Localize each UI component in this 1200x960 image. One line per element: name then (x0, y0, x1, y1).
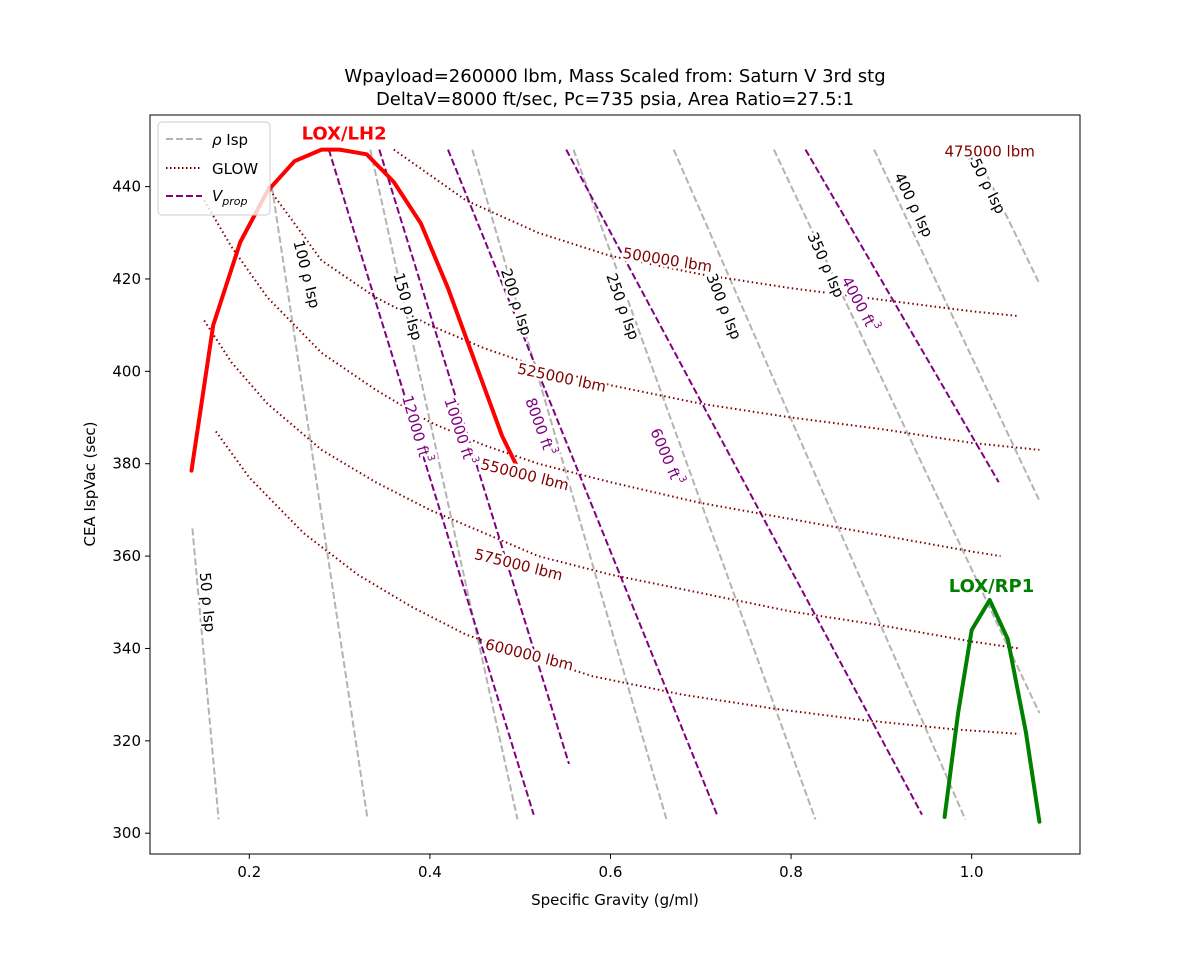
y-tick-label: 300 (112, 824, 141, 842)
glow-label-475000: 475000 lbm (945, 143, 1035, 161)
rho-isp-line-300 (672, 149, 967, 820)
propellant-label-lox-rp1: LOX/RP1 (949, 576, 1035, 597)
legend-rho-isp-label: ρ Isp (212, 131, 248, 149)
legend-box (157, 121, 271, 216)
x-tick-label: 1.0 (960, 863, 984, 881)
vprop-line-4000 (804, 149, 1000, 483)
propellant-label-lox-lh2: LOX/LH2 (302, 123, 387, 144)
rho-isp-line-400 (873, 149, 1041, 502)
rho-isp-line-250 (572, 149, 817, 820)
x-tick-label: 0.6 (599, 863, 623, 881)
rho-isp-line-100 (270, 186, 369, 820)
legend-vprop-label: Vprop (212, 187, 248, 208)
rho-isp-line-50 (191, 528, 220, 820)
glow-line-525000 (266, 186, 1040, 451)
x-axis: 0.2 0.4 0.6 0.8 1.0 (237, 854, 984, 881)
x-tick-label: 0.8 (779, 863, 803, 881)
series-group (189, 147, 1042, 824)
x-axis-label: Specific Gravity (g/ml) (531, 891, 699, 909)
propellant-curve-lox-rp1 (942, 598, 1042, 824)
chart-title-line-1: Wpayload=260000 lbm, Mass Scaled from: S… (344, 66, 885, 87)
y-tick-label: 320 (112, 732, 141, 750)
rho-isp-line-150 (369, 149, 519, 820)
propellant-curve-lox-lh2 (189, 147, 518, 473)
y-tick-label: 360 (112, 547, 141, 565)
y-tick-label: 400 (112, 362, 141, 380)
legend: ρ Isp GLOW Vprop (157, 121, 271, 216)
chart-title-line-2: DeltaV=8000 ft/sec, Pc=735 psia, Area Ra… (376, 89, 854, 110)
y-tick-label: 420 (112, 270, 141, 288)
legend-glow-label: GLOW (212, 160, 258, 178)
vprop-line-12000 (327, 149, 535, 815)
vprop-line-6000 (565, 149, 923, 816)
x-tick-label: 0.4 (418, 863, 442, 881)
x-tick-label: 0.2 (237, 863, 261, 881)
y-tick-label: 380 (112, 455, 141, 473)
rho-isp-line-200 (471, 149, 668, 820)
rho-isp-line-450 (973, 149, 1041, 285)
vprop-line-10000 (378, 149, 570, 765)
glow-line-575000 (203, 319, 1020, 650)
y-tick-label: 440 (112, 178, 141, 196)
y-axis-label: CEA IspVac (sec) (81, 421, 99, 546)
glow-line-600000 (215, 430, 1020, 735)
plot-frame (149, 114, 1081, 855)
rho-isp-line-350 (772, 149, 1041, 714)
y-tick-label: 340 (112, 639, 141, 657)
y-axis: 300 320 340 360 380 400 420 440 (112, 178, 150, 842)
